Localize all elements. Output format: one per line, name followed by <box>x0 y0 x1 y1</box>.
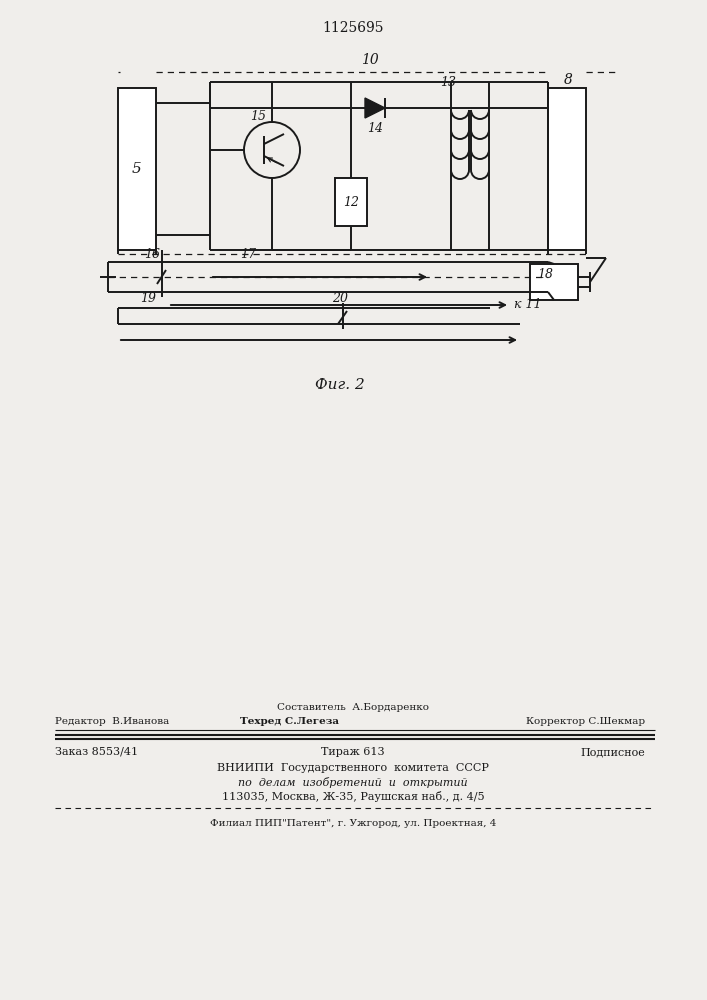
Text: 10: 10 <box>361 53 379 67</box>
Text: 5: 5 <box>132 162 142 176</box>
Text: ВНИИПИ  Государственного  комитета  СССР: ВНИИПИ Государственного комитета СССР <box>217 763 489 773</box>
Text: по  делам  изобретений  и  открытий: по делам изобретений и открытий <box>238 776 468 788</box>
Text: 14: 14 <box>367 121 383 134</box>
Text: Составитель  А.Бордаренко: Составитель А.Бордаренко <box>277 704 429 712</box>
Text: Фиг. 2: Фиг. 2 <box>315 378 365 392</box>
Text: Тираж 613: Тираж 613 <box>321 747 385 757</box>
Text: 20: 20 <box>332 292 348 304</box>
Text: Филиал ПИП"Патент", г. Ужгород, ул. Проектная, 4: Филиал ПИП"Патент", г. Ужгород, ул. Прое… <box>210 818 496 828</box>
Text: 8: 8 <box>563 73 573 87</box>
Text: 113035, Москва, Ж-35, Раушская наб., д. 4/5: 113035, Москва, Ж-35, Раушская наб., д. … <box>222 790 484 802</box>
Text: 18: 18 <box>537 268 553 282</box>
Text: к 11: к 11 <box>514 298 542 312</box>
Text: 19: 19 <box>140 292 156 304</box>
Text: Корректор С.Шекмар: Корректор С.Шекмар <box>526 718 645 726</box>
Text: 16: 16 <box>144 247 160 260</box>
Bar <box>335 178 367 226</box>
Text: 12: 12 <box>343 196 359 209</box>
Bar <box>118 88 156 250</box>
Text: 17: 17 <box>240 248 256 261</box>
Text: 15: 15 <box>250 109 266 122</box>
Text: 13: 13 <box>440 76 456 89</box>
Text: 1125695: 1125695 <box>322 21 384 35</box>
Polygon shape <box>365 98 385 118</box>
Text: Редактор  В.Иванова: Редактор В.Иванова <box>55 718 169 726</box>
Text: Подписное: Подписное <box>580 747 645 757</box>
Text: Заказ 8553/41: Заказ 8553/41 <box>55 747 138 757</box>
Text: Техред С.Легеза: Техред С.Легеза <box>240 718 339 726</box>
Bar <box>530 264 578 300</box>
Bar <box>548 88 586 250</box>
